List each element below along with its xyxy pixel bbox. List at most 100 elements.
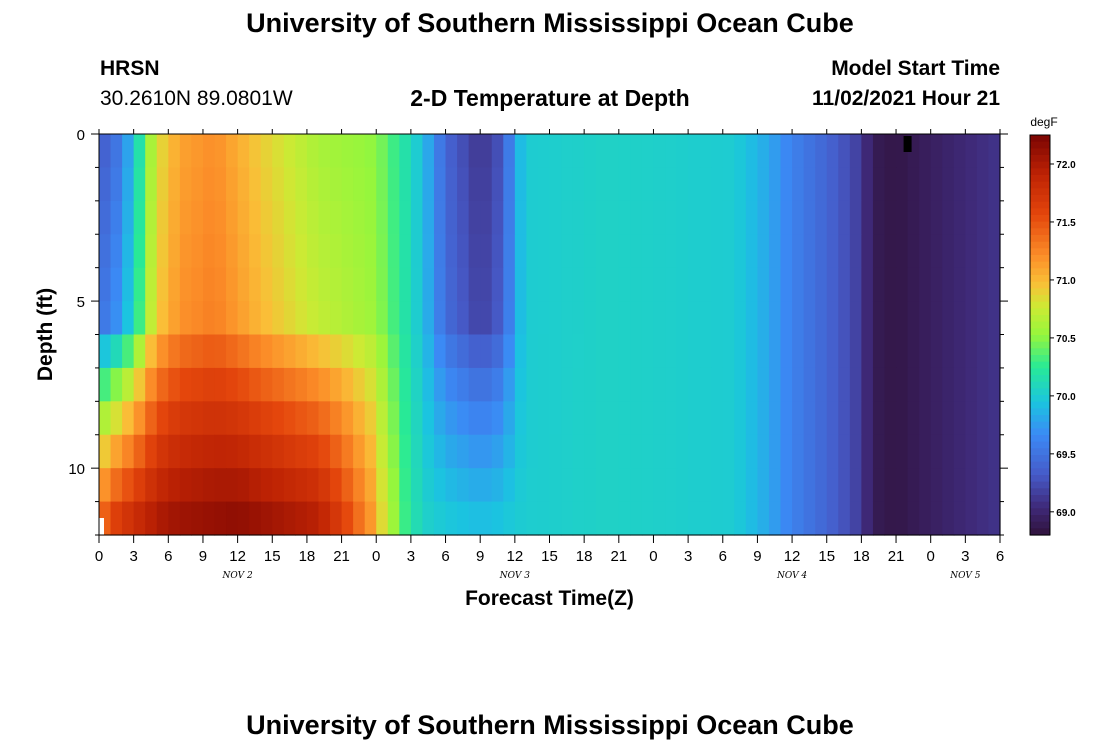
colorbar-segment: [1030, 148, 1050, 156]
heatmap-cell: [965, 501, 978, 536]
heatmap-cell: [376, 301, 389, 336]
x-tick-label: 9: [199, 548, 207, 565]
heatmap-cell: [306, 134, 320, 169]
heatmap-cell: [780, 267, 793, 302]
heatmap-cell: [988, 334, 1001, 369]
heatmap-cell: [537, 301, 551, 336]
heatmap-cell: [780, 468, 793, 503]
heatmap-cell: [330, 167, 343, 202]
heatmap-cell: [688, 334, 701, 369]
x-tick-label: 21: [610, 548, 627, 565]
heatmap-cell: [872, 434, 886, 469]
heatmap-cell: [526, 434, 539, 469]
heatmap-cell: [826, 301, 839, 336]
heatmap-cell: [387, 367, 400, 402]
heatmap-cell: [561, 200, 574, 235]
heatmap-cell: [202, 167, 216, 202]
heatmap-cell: [838, 401, 851, 436]
heatmap-cell: [491, 401, 504, 436]
heatmap-cell: [792, 367, 805, 402]
heatmap-cell: [780, 167, 793, 202]
heatmap-cell: [503, 200, 516, 235]
heatmap-cell: [491, 234, 504, 269]
heatmap-cell: [514, 501, 527, 536]
heatmap-cell: [503, 468, 516, 503]
heatmap-cell: [249, 134, 262, 169]
heatmap-cell: [514, 267, 527, 302]
heatmap-cell: [757, 468, 770, 503]
heatmap-cell: [595, 234, 608, 269]
heatmap-cell: [387, 468, 400, 503]
heatmap-cell: [191, 134, 204, 169]
heatmap-cell: [722, 167, 735, 202]
heatmap-cell: [445, 401, 458, 436]
heatmap-cell: [480, 334, 493, 369]
heatmap-cell: [503, 401, 516, 436]
heatmap-cell: [641, 401, 655, 436]
heatmap-cell: [202, 301, 216, 336]
heatmap-cell: [688, 501, 701, 536]
heatmap-cell: [561, 167, 574, 202]
heatmap-cell: [226, 267, 239, 302]
heatmap-cell: [341, 200, 354, 235]
y-axis-title: Depth (ft): [34, 288, 57, 381]
heatmap-cell: [676, 134, 689, 169]
heatmap-cell: [156, 434, 169, 469]
heatmap-cell: [630, 267, 643, 302]
heatmap-cell: [919, 267, 932, 302]
heatmap-cell: [399, 167, 412, 202]
heatmap-cell: [168, 367, 181, 402]
heatmap-cell: [722, 501, 735, 536]
heatmap-cell: [953, 367, 966, 402]
heatmap-cell: [561, 468, 574, 503]
heatmap-cell: [699, 434, 712, 469]
heatmap-cell: [249, 267, 262, 302]
heatmap-cell: [202, 434, 216, 469]
heatmap-cell: [514, 134, 527, 169]
heatmap-cell: [688, 301, 701, 336]
heatmap-cell: [364, 501, 377, 536]
heatmap-cell: [919, 501, 932, 536]
heatmap-cell: [260, 167, 273, 202]
heatmap-cell: [318, 234, 331, 269]
heatmap-cell: [711, 434, 724, 469]
heatmap-cell: [191, 434, 204, 469]
heatmap-cell: [838, 301, 851, 336]
heatmap-cell: [410, 234, 424, 269]
heatmap-cell: [214, 301, 227, 336]
heatmap-cell: [630, 434, 643, 469]
heatmap-cell: [745, 267, 759, 302]
colorbar-segment: [1030, 228, 1050, 236]
heatmap-cell: [457, 501, 470, 536]
heatmap-cell: [110, 401, 123, 436]
heatmap-cell: [237, 200, 250, 235]
heatmap-cell: [676, 501, 689, 536]
colorbar-segment: [1030, 201, 1050, 209]
colorbar-segment: [1030, 348, 1050, 356]
x-tick-label: 12: [784, 548, 801, 565]
heatmap-cell: [491, 334, 504, 369]
heatmap-cell: [872, 334, 886, 369]
x-tick-label: 3: [684, 548, 692, 565]
heatmap-cell: [838, 267, 851, 302]
heatmap-cell: [376, 334, 389, 369]
heatmap-cell: [849, 200, 862, 235]
colorbar-segment: [1030, 175, 1050, 183]
heatmap-cell: [930, 468, 943, 503]
heatmap-cell: [942, 334, 955, 369]
heatmap-cell: [780, 134, 793, 169]
heatmap-cell: [976, 334, 990, 369]
heatmap-cell: [942, 134, 955, 169]
heatmap-cell: [214, 234, 227, 269]
x-tick-label: 18: [576, 548, 593, 565]
heatmap-cell: [202, 468, 216, 503]
heatmap-cell: [630, 501, 643, 536]
heatmap-cell: [283, 334, 296, 369]
heatmap-cell: [295, 200, 308, 235]
heatmap-cell: [260, 401, 273, 436]
heatmap-cell: [387, 501, 400, 536]
heatmap-cell: [792, 401, 805, 436]
colorbar-segment: [1030, 275, 1050, 283]
x-tick-label: 3: [129, 548, 137, 565]
heatmap-cell: [907, 434, 920, 469]
